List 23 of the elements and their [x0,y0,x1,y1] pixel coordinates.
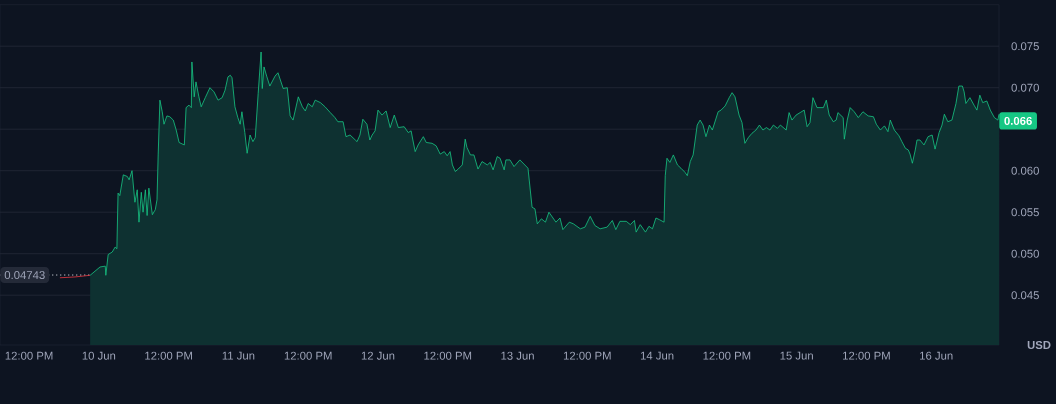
x-tick-label: 11 Jun [222,351,255,360]
annotation: 0.066 [1004,116,1032,125]
x-tick-label: 12:00 PM [284,351,332,360]
y-tick-label: 0.045 [1011,291,1039,300]
y-tick-label: 0.075 [1011,42,1039,51]
x-tick-label: 15 Jun [780,351,813,360]
x-tick-label: 12:00 PM [703,351,751,360]
x-tick-label: 16 Jun [920,351,953,360]
x-tick-label: 12:00 PM [145,351,192,360]
y-tick-label: 0.050 [1011,249,1039,258]
x-tick-label: 12:00 PM [843,351,890,360]
ref-line-label: 0.04743 [4,271,45,280]
x-tick-label: 14 Jun [640,351,674,360]
x-tick-label: 10 Jun [82,351,116,360]
x-tick-label: 12 Jun [361,351,395,360]
y-tick-label: 0.070 [1011,83,1039,92]
y-axis-title: USD [1027,341,1051,350]
x-tick-label: 12:00 PM [563,351,611,360]
x-tick-label: 13 Jun [501,351,534,360]
y-tick-label: 0.060 [1011,166,1039,175]
y-tick-label: 0.055 [1011,208,1039,217]
x-tick-label: 12:00 PM [424,351,472,360]
x-tick-label: 12:00 PM [5,351,53,360]
